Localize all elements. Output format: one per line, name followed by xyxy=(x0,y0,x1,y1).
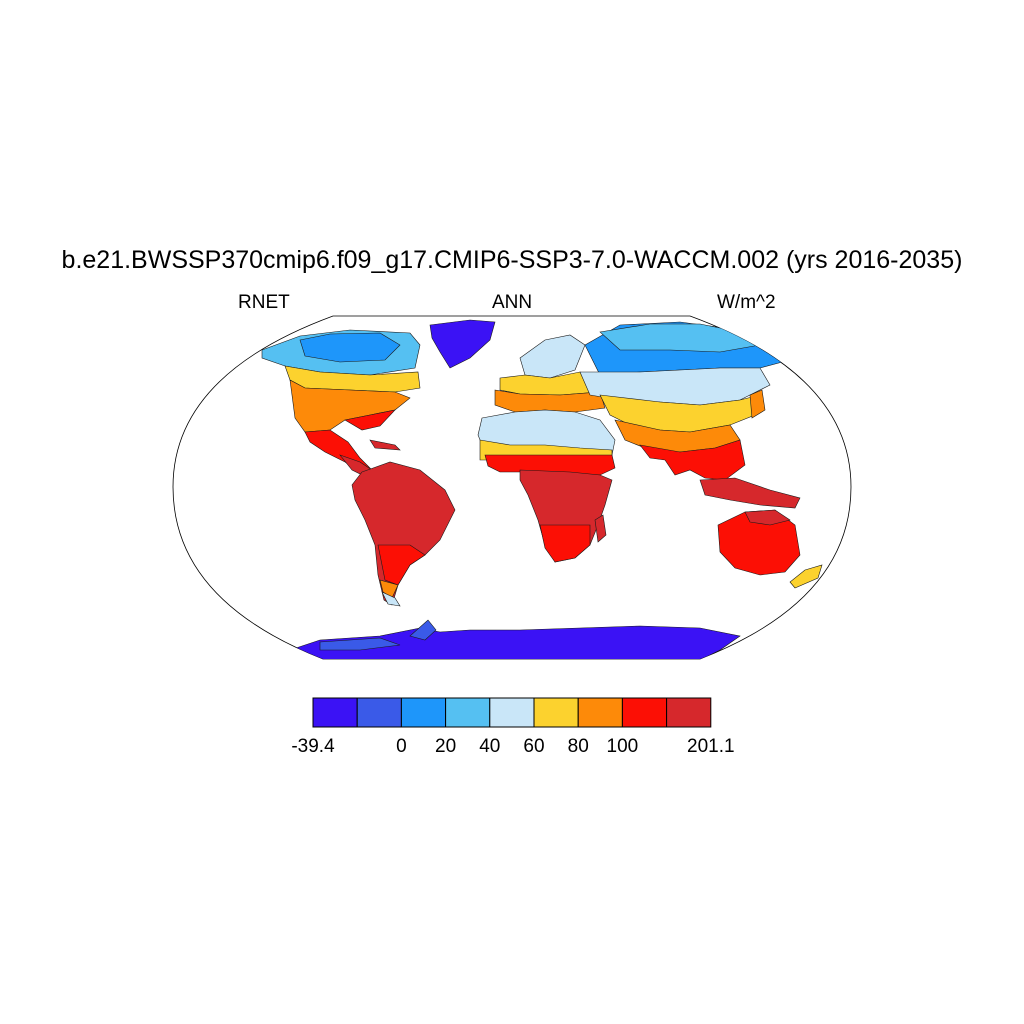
colorbar-box xyxy=(356,697,402,728)
region-antarctic-peninsula xyxy=(409,619,437,641)
region-japan xyxy=(749,389,766,419)
region-usa-southeast xyxy=(344,409,396,431)
colorbar-label: 0 xyxy=(396,736,407,757)
colorbar-box xyxy=(533,697,579,728)
colorbar-box xyxy=(666,697,712,728)
region-europe-south xyxy=(494,389,606,413)
units-label: W/m^2 xyxy=(717,292,776,313)
colorbar-labels: -39.4 0 20 40 60 80 100 201.1 xyxy=(291,736,734,757)
colorbar-label: 40 xyxy=(479,736,500,757)
colorbar-label: 60 xyxy=(523,736,544,757)
colorbar-box xyxy=(400,697,447,728)
colorbar-label: -39.4 xyxy=(291,736,335,757)
plot-title: b.e21.BWSSP370cmip6.f09_g17.CMIP6-SSP3-7… xyxy=(61,246,963,274)
region-south-america-south xyxy=(377,544,426,586)
region-greenland xyxy=(429,319,496,369)
region-australia-north xyxy=(744,509,791,526)
colorbar-label: 20 xyxy=(435,736,456,757)
colorbar-box xyxy=(312,697,358,728)
region-new-zealand xyxy=(789,564,823,589)
colorbar-boxes xyxy=(312,697,712,728)
colorbar-box xyxy=(489,697,535,728)
colorbar-label: 100 xyxy=(607,736,639,757)
colorbar-box xyxy=(445,697,491,728)
region-tierra-del-fuego xyxy=(381,591,401,607)
season-label: ANN xyxy=(491,292,533,313)
colorbar-box xyxy=(577,697,623,728)
colorbar-box xyxy=(621,697,668,728)
colorbar-label: 201.1 xyxy=(687,736,735,757)
region-southern-africa xyxy=(539,524,591,563)
region-antarctica-coast xyxy=(319,637,401,651)
variable-label: RNET xyxy=(238,292,290,313)
colorbar-label: 80 xyxy=(568,736,589,757)
region-caribbean xyxy=(369,439,401,451)
region-madagascar xyxy=(594,514,607,543)
region-indonesia xyxy=(699,477,801,509)
region-canada-north xyxy=(299,332,401,363)
